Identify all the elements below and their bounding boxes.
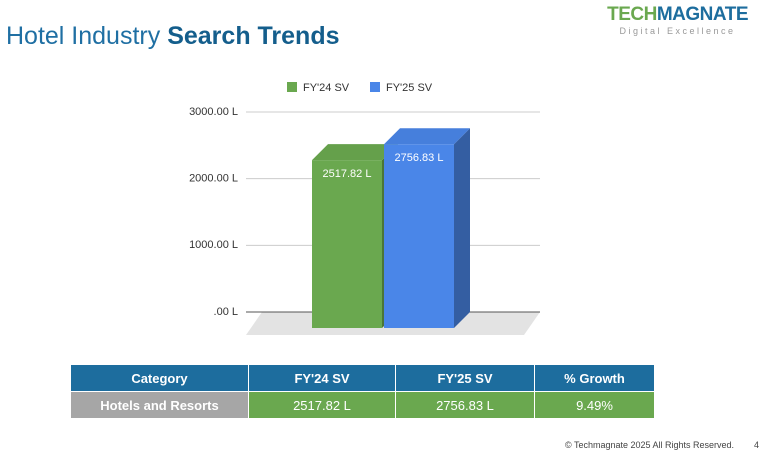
title-bold: Search Trends <box>167 22 340 50</box>
title-light: Hotel Industry <box>6 22 161 50</box>
value-label: 2756.83 L <box>395 152 444 164</box>
bar-front <box>384 144 454 328</box>
logo-tagline: Digital Excellence <box>619 26 736 36</box>
bar-top <box>312 144 398 161</box>
data-table: Category FY'24 SV FY'25 SV % Growth Hote… <box>70 364 655 419</box>
table-cell: 2517.82 L <box>248 391 396 419</box>
legend-label: FY'24 SV <box>303 82 350 94</box>
bar-side <box>454 128 470 328</box>
y-tick-label: .00 L <box>214 306 238 318</box>
copyright: © Techmagnate 2025 All Rights Reserved. <box>565 440 735 450</box>
bar <box>384 128 470 328</box>
logo-part: TECH <box>607 4 657 25</box>
table-cell: 9.49% <box>534 391 655 419</box>
logo-text: TECHMAGNATE <box>607 4 748 26</box>
page-number: 4 <box>754 440 760 450</box>
table-cell: 2756.83 L <box>395 391 535 419</box>
header-cell: Category <box>70 364 249 392</box>
value-label: 2517.82 L <box>323 168 372 180</box>
y-tick-label: 1000.00 L <box>189 239 238 251</box>
logo-part: MAGNATE <box>656 4 749 25</box>
header-cell: FY'24 SV <box>248 364 396 392</box>
legend-swatch <box>370 82 380 92</box>
table-row: Hotels and Resorts 2517.82 L 2756.83 L 9… <box>70 391 655 419</box>
logo: TECHMAGNATE Digital Excellence <box>607 4 748 36</box>
header-cell: % Growth <box>534 364 655 392</box>
y-tick-label: 3000.00 L <box>189 106 238 118</box>
legend-label: FY'25 SV <box>386 82 433 94</box>
table-cell: Hotels and Resorts <box>70 391 249 419</box>
header-cell: FY'25 SV <box>395 364 535 392</box>
bar-top <box>384 128 470 145</box>
y-tick-label: 2000.00 L <box>189 173 238 185</box>
bar-front <box>312 160 382 328</box>
table-header: Category FY'24 SV FY'25 SV % Growth <box>70 364 655 392</box>
legend-swatch <box>287 82 297 92</box>
slide-title: Hotel Industry Search Trends <box>6 22 340 51</box>
chart: .00 L 1000.00 L 2000.00 L 3000.00 L 2517.82 … <box>189 82 540 335</box>
